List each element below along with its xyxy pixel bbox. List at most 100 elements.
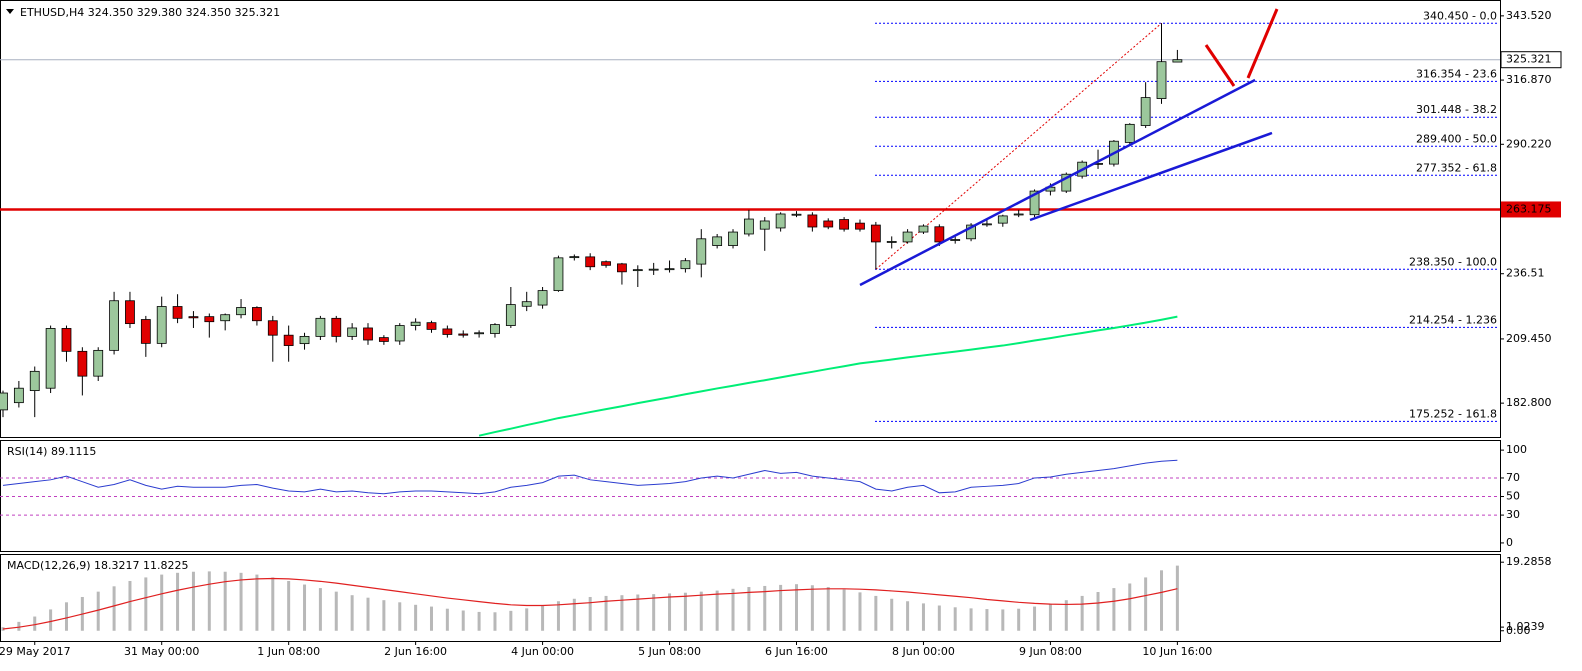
x-tick-label: 5 Jun 08:00 bbox=[638, 645, 701, 658]
macd-panel bbox=[0, 554, 1501, 642]
candle-body bbox=[1029, 190, 1040, 216]
macd-bar bbox=[239, 572, 243, 631]
support-label: 263.175 bbox=[1506, 202, 1552, 215]
macd-bar bbox=[255, 574, 259, 631]
candle-body bbox=[902, 231, 913, 243]
moving-average bbox=[478, 315, 1178, 437]
macd-bar bbox=[683, 592, 687, 631]
candle-body bbox=[378, 337, 389, 342]
candle-body bbox=[934, 226, 945, 243]
macd-bar bbox=[604, 595, 608, 631]
fib-label: 214.254 - 1.236 bbox=[1409, 313, 1497, 326]
candle-body bbox=[204, 316, 215, 323]
macd-bar bbox=[429, 606, 433, 631]
macd-bar bbox=[890, 598, 894, 631]
signal-line bbox=[2, 577, 1178, 630]
fib-label: 175.252 - 161.8 bbox=[1409, 407, 1497, 420]
y-tick-label: 30 bbox=[1506, 508, 1520, 521]
macd-bar bbox=[572, 598, 576, 631]
macd-bar bbox=[541, 605, 545, 631]
macd-bar bbox=[1144, 577, 1148, 631]
fib-label: 289.400 - 50.0 bbox=[1416, 132, 1497, 145]
candle-body bbox=[156, 306, 167, 344]
title-triangle bbox=[6, 9, 14, 14]
candle-body bbox=[1140, 97, 1151, 126]
macd-bar bbox=[1048, 603, 1052, 631]
macd-bar bbox=[1175, 565, 1179, 631]
macd-bar bbox=[588, 596, 592, 631]
candle-body bbox=[458, 333, 469, 336]
candle-body bbox=[347, 327, 358, 337]
candle-body bbox=[632, 269, 643, 272]
candle-body bbox=[220, 314, 231, 322]
macd-bar bbox=[49, 609, 53, 631]
candle-body bbox=[823, 220, 834, 228]
macd-bar bbox=[1033, 606, 1037, 631]
macd-bar bbox=[461, 610, 465, 631]
macd-bar bbox=[636, 594, 640, 631]
macd-bar bbox=[1017, 608, 1021, 631]
macd-bar bbox=[652, 594, 656, 631]
macd-bar bbox=[477, 611, 481, 631]
candle-body bbox=[474, 332, 485, 335]
macd-bar bbox=[779, 584, 783, 631]
last-price-label: 325.321 bbox=[1506, 53, 1552, 66]
candle-body bbox=[252, 307, 262, 322]
candle-body bbox=[315, 317, 326, 337]
candle-body bbox=[172, 306, 183, 319]
candle-body bbox=[299, 335, 310, 345]
candle-body bbox=[1172, 59, 1183, 63]
macd-bar bbox=[525, 608, 529, 631]
fib-diagonal bbox=[875, 22, 1162, 270]
rsi-title: RSI(14) 89.1115 bbox=[7, 445, 96, 458]
candle-body bbox=[188, 316, 199, 319]
macd-bar bbox=[858, 592, 862, 631]
rsi-line bbox=[2, 459, 1178, 495]
macd-bar bbox=[287, 580, 291, 631]
macd-bar bbox=[144, 577, 148, 631]
trend-line bbox=[859, 78, 1256, 287]
y-tick-label: 316.870 bbox=[1506, 73, 1552, 86]
candle-body bbox=[648, 268, 659, 271]
candle-body bbox=[664, 268, 675, 271]
x-tick-label: 4 Jun 00:00 bbox=[511, 645, 574, 658]
candle-body bbox=[712, 236, 723, 246]
macd-bar bbox=[398, 602, 402, 631]
arrow-down bbox=[1204, 44, 1236, 87]
fib-label: 340.450 - 0.0 bbox=[1423, 9, 1497, 22]
y-tick-label: 0 bbox=[1506, 536, 1513, 549]
macd-bar bbox=[556, 601, 560, 631]
macd-bar bbox=[112, 586, 116, 631]
macd-bar bbox=[842, 589, 846, 631]
macd-bar bbox=[191, 571, 195, 631]
y-tick-label: 50 bbox=[1506, 490, 1520, 503]
candle-body bbox=[1156, 61, 1167, 99]
macd-bar bbox=[795, 584, 798, 631]
macd-bar bbox=[699, 591, 703, 631]
y-tick-label: 70 bbox=[1506, 471, 1520, 484]
y-tick-label: 343.520 bbox=[1506, 9, 1552, 22]
y-tick-label: 100 bbox=[1506, 443, 1527, 456]
candle-body bbox=[807, 214, 818, 228]
macd-bar bbox=[1001, 609, 1005, 631]
candle-body bbox=[13, 387, 24, 404]
candle-body bbox=[585, 256, 596, 268]
macd-bar bbox=[1128, 583, 1132, 631]
candle-body bbox=[918, 225, 929, 233]
candle-body bbox=[283, 334, 294, 346]
candle-body bbox=[363, 327, 373, 341]
candle-body bbox=[45, 328, 56, 389]
candle-body bbox=[109, 300, 119, 351]
candle-body bbox=[775, 213, 786, 229]
candle-body bbox=[93, 349, 104, 377]
x-tick-label: 29 May 2017 bbox=[0, 645, 71, 658]
candle-body bbox=[394, 325, 405, 342]
x-tick-label: 10 Jun 16:00 bbox=[1142, 645, 1212, 658]
candle-body bbox=[125, 300, 135, 325]
candle-body bbox=[759, 220, 770, 230]
macd-bar bbox=[747, 587, 751, 631]
fib-label: 301.448 - 38.2 bbox=[1416, 103, 1497, 116]
macd-bar bbox=[160, 574, 164, 631]
candle-body bbox=[505, 304, 516, 326]
y-tick-label: 236.51 bbox=[1506, 267, 1545, 280]
